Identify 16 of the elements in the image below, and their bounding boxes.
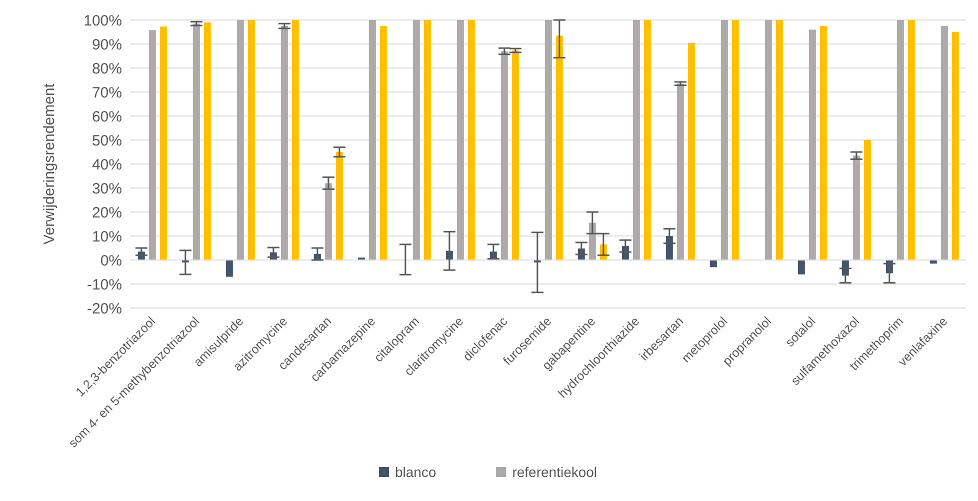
y-tick-label: -10% [86, 276, 122, 294]
y-tick-label: 60% [92, 108, 122, 126]
y-tick-label: 20% [92, 204, 122, 222]
y-tick-label: 100% [84, 12, 122, 30]
y-tick-label: -20% [86, 300, 122, 318]
y-tick-label: 80% [92, 60, 122, 78]
y-tick-label: 50% [92, 132, 122, 150]
legend-label: referentiekool [512, 464, 598, 480]
y-axis-title: Verwijderingsrendement [41, 82, 58, 244]
y-tick-label: 30% [92, 180, 122, 198]
y-tick-label: 0% [100, 252, 122, 270]
y-tick-label: 70% [92, 84, 122, 102]
y-tick-label: 10% [92, 228, 122, 246]
y-tick-label: 90% [92, 36, 122, 54]
legend-label: blanco [394, 464, 436, 480]
y-tick-label: 40% [92, 156, 122, 174]
